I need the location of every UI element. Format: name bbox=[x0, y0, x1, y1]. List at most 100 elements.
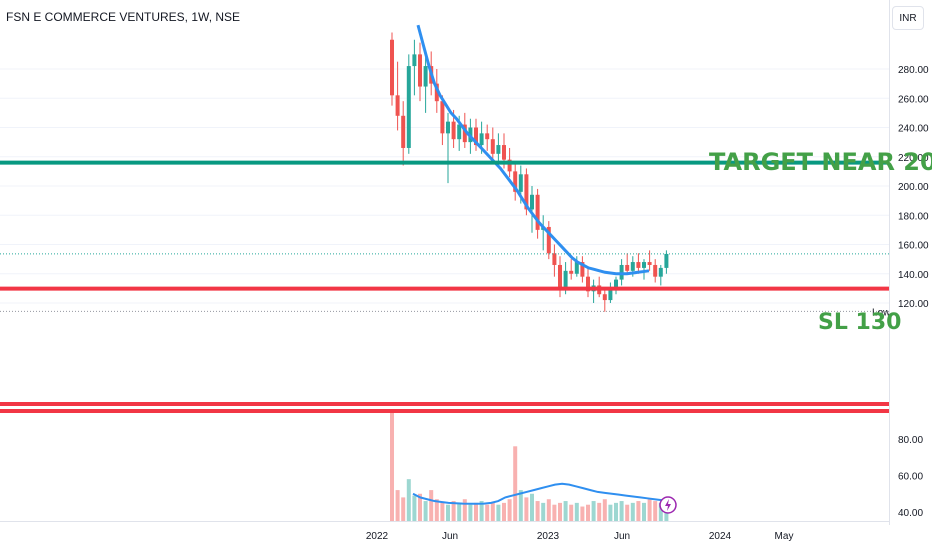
volume-bar bbox=[608, 504, 613, 521]
price-tick-label: 140.00 bbox=[898, 270, 929, 281]
price-tick-label: 260.00 bbox=[898, 94, 929, 105]
volume-bar bbox=[591, 501, 596, 521]
volume-bar bbox=[390, 411, 394, 521]
volume-bar bbox=[642, 502, 646, 521]
symbol-title: FSN E COMMERCE VENTURES, 1W, NSE bbox=[6, 10, 241, 24]
volume-bar bbox=[490, 502, 495, 521]
volume-bar bbox=[647, 499, 652, 521]
volume-bar bbox=[446, 504, 450, 521]
volume-bar bbox=[602, 499, 607, 521]
price-tick-label: 240.00 bbox=[898, 124, 929, 135]
candle bbox=[418, 42, 422, 102]
target-annotation: TARGET NEAR 200 bbox=[709, 148, 932, 176]
candle bbox=[558, 256, 562, 298]
volume-bar bbox=[395, 490, 400, 521]
volume-bar bbox=[502, 502, 506, 521]
candle bbox=[546, 221, 551, 260]
candle bbox=[496, 133, 501, 163]
price-tick-label: 180.00 bbox=[898, 211, 929, 222]
volume-bar bbox=[468, 504, 473, 521]
volume-bar bbox=[563, 501, 568, 521]
candle bbox=[440, 95, 445, 146]
candle bbox=[608, 282, 613, 303]
volume-tick-label: 40.00 bbox=[898, 508, 923, 519]
volume-bar bbox=[658, 502, 663, 521]
stoploss-annotation: SL 130 bbox=[818, 310, 901, 335]
volume-bar bbox=[597, 502, 602, 521]
volume-bar bbox=[440, 502, 445, 521]
price-tick-label: 200.00 bbox=[898, 182, 929, 193]
volume-bar bbox=[418, 493, 422, 521]
volume-bar bbox=[401, 497, 406, 521]
volume-bar bbox=[485, 504, 490, 521]
volume-bar bbox=[630, 502, 635, 521]
volume-bar bbox=[479, 501, 484, 521]
time-axis: 2022 Jun 2023 Jun 2024 May bbox=[0, 521, 889, 542]
volume-bar bbox=[546, 499, 551, 521]
volume-bar bbox=[530, 493, 534, 521]
time-tick-label: 2022 bbox=[366, 531, 389, 542]
volume-bar bbox=[569, 504, 574, 521]
volume-bar bbox=[451, 501, 456, 521]
volume-bar bbox=[434, 499, 439, 521]
candle bbox=[580, 256, 585, 283]
candle bbox=[541, 215, 546, 251]
time-tick-label: 2023 bbox=[537, 531, 560, 542]
volume-bar bbox=[586, 504, 590, 521]
volume-bar bbox=[423, 501, 428, 521]
candle bbox=[602, 288, 607, 312]
candle bbox=[586, 267, 590, 298]
volume-bar bbox=[474, 502, 478, 521]
price-tick-label: 160.00 bbox=[898, 241, 929, 252]
candle bbox=[569, 259, 574, 280]
volume-bar bbox=[406, 479, 411, 521]
candle bbox=[625, 253, 630, 274]
candle bbox=[474, 118, 478, 151]
price-levels: 215.95153.55129.85Low114.2597.6094.50 bbox=[0, 154, 927, 419]
time-tick-label: May bbox=[775, 531, 794, 542]
candle bbox=[552, 244, 557, 277]
candle bbox=[423, 57, 428, 113]
volume-bar bbox=[636, 501, 641, 521]
candle bbox=[490, 127, 495, 160]
candle bbox=[642, 259, 646, 280]
volume-bar bbox=[462, 499, 467, 521]
volume-bar bbox=[541, 502, 546, 521]
volume-bars bbox=[390, 411, 669, 521]
volume-bar bbox=[552, 504, 557, 521]
candle bbox=[406, 54, 411, 154]
volume-bar bbox=[412, 495, 417, 521]
price-tick-label: 220.00 bbox=[898, 153, 929, 164]
candle bbox=[591, 279, 596, 303]
volume-bar bbox=[580, 506, 585, 521]
candle bbox=[412, 39, 417, 96]
grid bbox=[0, 68, 889, 304]
candle bbox=[647, 250, 652, 271]
volume-bar bbox=[524, 497, 529, 521]
time-tick-label: Jun bbox=[442, 531, 458, 542]
volume-bar bbox=[496, 504, 501, 521]
price-moving-average-line bbox=[416, 24, 650, 276]
volume-bar bbox=[535, 501, 540, 521]
candle bbox=[513, 162, 518, 201]
volume-bar bbox=[558, 502, 562, 521]
volume-bar bbox=[518, 490, 523, 521]
candle bbox=[636, 253, 641, 274]
candle bbox=[658, 264, 663, 286]
candle bbox=[485, 124, 490, 151]
candle bbox=[395, 61, 400, 131]
currency-button[interactable]: INR bbox=[892, 6, 924, 30]
low-tag: Low bbox=[872, 307, 891, 318]
time-tick-label: Jun bbox=[614, 531, 630, 542]
alert-icon[interactable] bbox=[659, 496, 677, 514]
candle bbox=[530, 186, 534, 233]
volume-bar bbox=[574, 502, 579, 521]
candle bbox=[390, 32, 394, 106]
volume-bar bbox=[457, 502, 462, 521]
price-tick-label: 120.00 bbox=[898, 299, 929, 310]
volume-tick-label: 80.00 bbox=[898, 435, 923, 446]
volume-bar bbox=[507, 499, 512, 521]
candle bbox=[614, 276, 618, 295]
candle bbox=[653, 259, 658, 283]
